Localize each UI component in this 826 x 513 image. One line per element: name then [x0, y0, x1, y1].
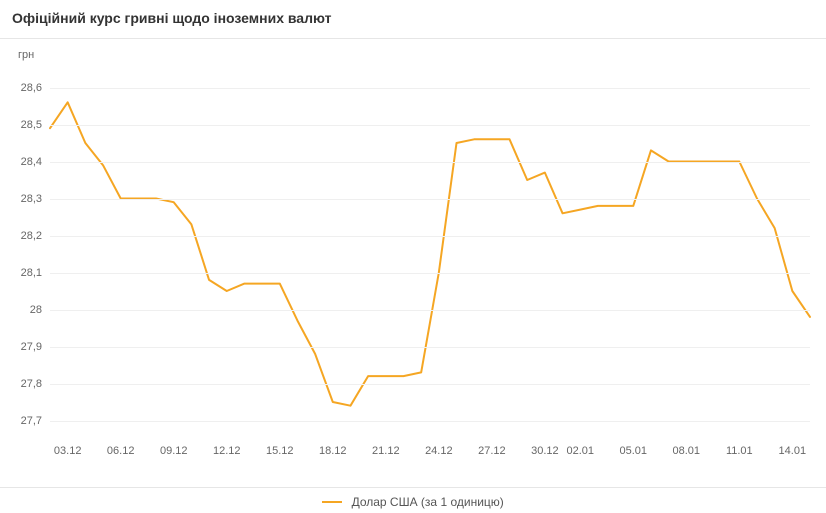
- gridline: [50, 384, 810, 385]
- x-tick-label: 06.12: [107, 445, 135, 457]
- y-tick-label: 28,3: [21, 193, 42, 205]
- y-tick-label: 28,2: [21, 230, 42, 242]
- y-tick-label: 28,6: [21, 82, 42, 94]
- y-tick-label: 27,8: [21, 378, 42, 390]
- y-tick-label: 28: [30, 304, 42, 316]
- x-tick-label: 14.01: [779, 445, 807, 457]
- x-tick-label: 05.01: [619, 445, 647, 457]
- gridline: [50, 347, 810, 348]
- x-tick-label: 11.01: [726, 445, 753, 457]
- x-tick-label: 09.12: [160, 445, 188, 457]
- y-tick-label: 28,4: [21, 156, 42, 168]
- x-tick-label: 27.12: [478, 445, 506, 457]
- legend-label: Долар США (за 1 одиницю): [352, 495, 504, 509]
- x-tick-label: 08.01: [673, 445, 701, 457]
- gridline: [50, 162, 810, 163]
- y-tick-label: 28,1: [21, 267, 42, 279]
- legend: Долар США (за 1 одиницю): [0, 488, 826, 509]
- chart-container: Офіційний курс гривні щодо іноземних вал…: [0, 0, 826, 513]
- x-tick-label: 03.12: [54, 445, 82, 457]
- gridline: [50, 273, 810, 274]
- gridline: [50, 236, 810, 237]
- chart-title: Офіційний курс гривні щодо іноземних вал…: [0, 10, 826, 38]
- y-tick-label: 27,7: [21, 415, 42, 427]
- y-axis-unit: грн: [18, 49, 34, 61]
- x-tick-label: 18.12: [319, 445, 347, 457]
- x-tick-label: 30.12: [531, 445, 559, 457]
- plot-area: 27,727,827,92828,128,228,328,428,528,603…: [50, 69, 810, 439]
- x-tick-label: 15.12: [266, 445, 294, 457]
- legend-swatch: [322, 501, 342, 503]
- chart-area: грн 27,727,827,92828,128,228,328,428,528…: [0, 38, 826, 488]
- x-tick-label: 02.01: [566, 445, 594, 457]
- gridline: [50, 310, 810, 311]
- x-tick-label: 24.12: [425, 445, 453, 457]
- x-tick-label: 21.12: [372, 445, 400, 457]
- y-tick-label: 27,9: [21, 341, 42, 353]
- gridline: [50, 125, 810, 126]
- x-tick-label: 12.12: [213, 445, 241, 457]
- gridline: [50, 421, 810, 422]
- gridline: [50, 199, 810, 200]
- gridline: [50, 88, 810, 89]
- y-tick-label: 28,5: [21, 119, 42, 131]
